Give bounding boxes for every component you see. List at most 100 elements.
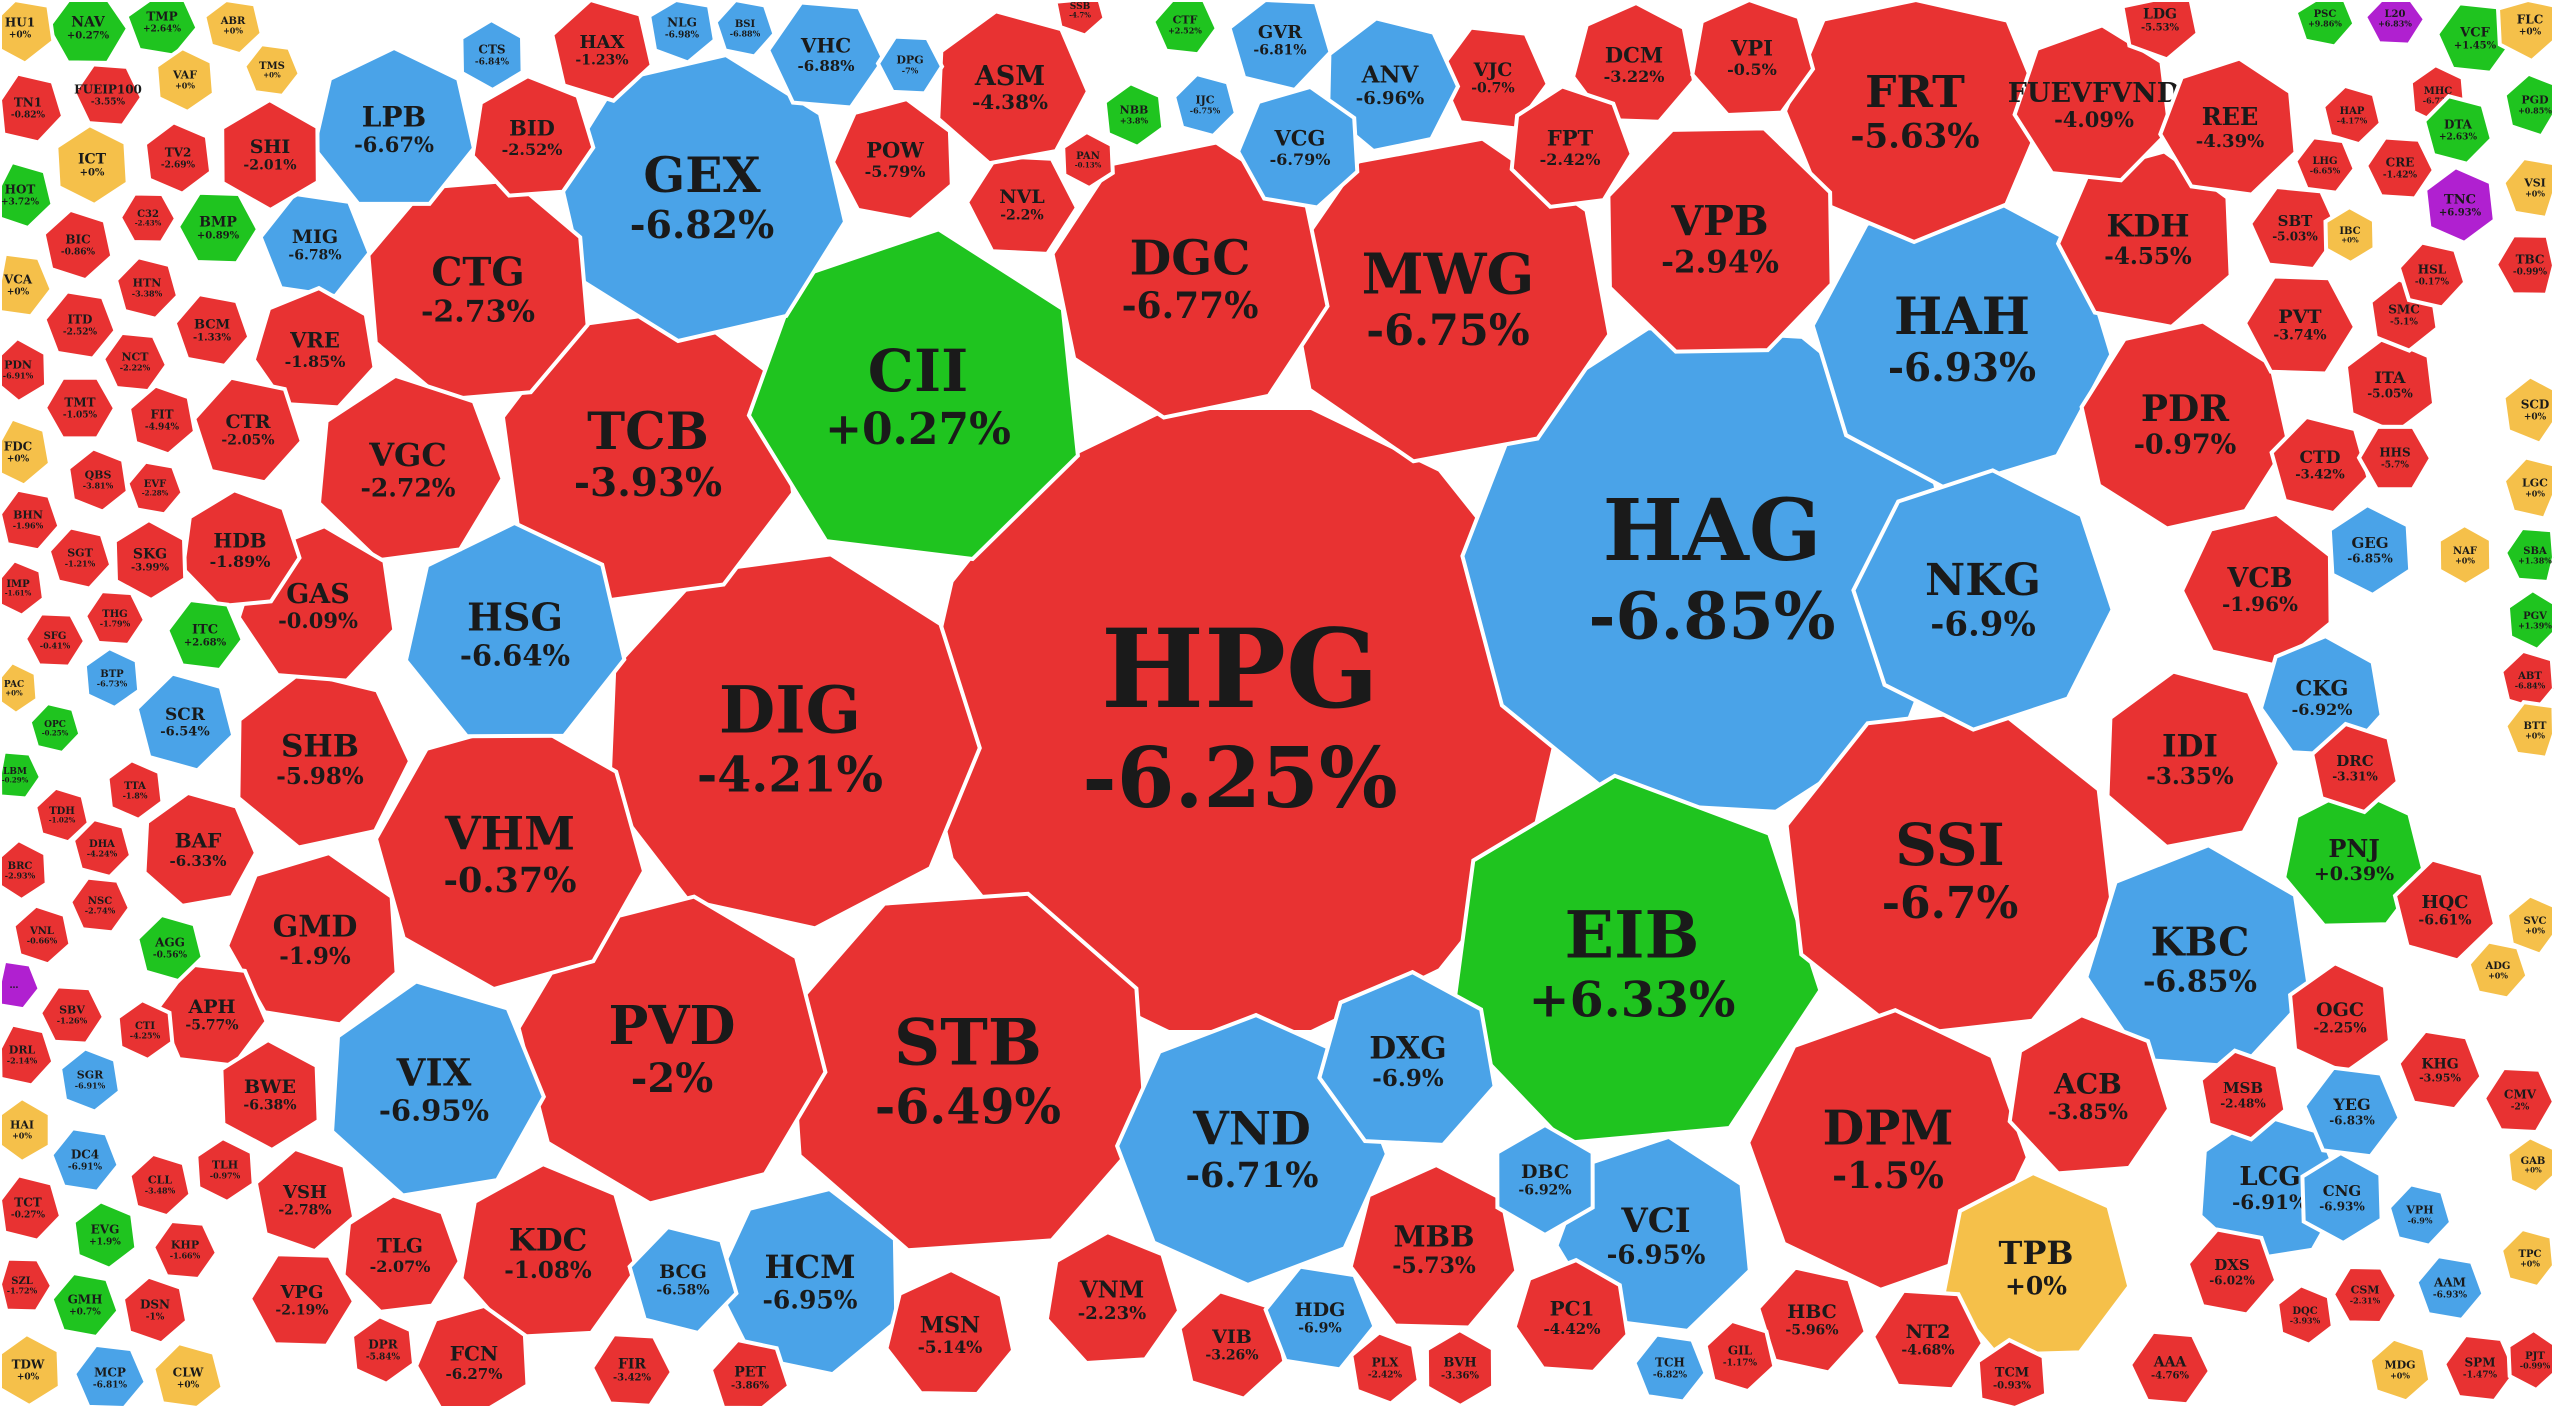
cell-svc[interactable]: SVC+0% xyxy=(2504,893,2554,958)
cell-acb[interactable]: ACB-3.85% xyxy=(2007,1012,2172,1176)
cell-baf[interactable]: BAF-6.33% xyxy=(142,790,259,908)
cell-tv2[interactable]: TV2-2.69% xyxy=(142,120,214,196)
cell-lgc[interactable]: LGC+0% xyxy=(2501,455,2554,521)
cell-tch[interactable]: TCH-6.82% xyxy=(1632,1332,1708,1404)
cell-adg[interactable]: ADG+0% xyxy=(2466,939,2530,1001)
cell-scr[interactable]: SCR-6.54% xyxy=(134,671,236,773)
cell-dsn[interactable]: DSN-1% xyxy=(120,1274,190,1346)
cell-gmh[interactable]: GMH+0.7% xyxy=(49,1270,121,1340)
cell-tpc[interactable]: TPC+0% xyxy=(2498,1226,2554,1290)
cell-vib[interactable]: VIB-3.26% xyxy=(1177,1289,1287,1401)
cell-more[interactable]: … xyxy=(0,958,42,1012)
cell-lpb[interactable]: LPB-6.67% xyxy=(311,45,477,206)
cell-flc[interactable]: FLC+0% xyxy=(2495,0,2554,64)
cell-bsi[interactable]: BSI-6.88% xyxy=(713,0,777,59)
cell-ldg[interactable]: LDG-5.53% xyxy=(2120,0,2200,62)
cell-hdb[interactable]: HDB-1.89% xyxy=(180,488,302,609)
cell-brc[interactable]: BRC-2.93% xyxy=(0,837,49,903)
cell-l20[interactable]: L20+6.83% xyxy=(2362,0,2428,47)
cell-gab[interactable]: GAB+0% xyxy=(2505,1134,2554,1196)
cell-tcm[interactable]: TCM-0.93% xyxy=(1975,1337,2049,1408)
cell-cts[interactable]: CTS-6.84% xyxy=(459,17,525,93)
cell-hdg[interactable]: HDG-6.9% xyxy=(1263,1264,1377,1372)
cell-idi[interactable]: IDI-3.35% xyxy=(2105,669,2283,850)
cell-kbc[interactable]: KBC-6.85% xyxy=(2084,843,2313,1070)
cell-abt[interactable]: ABT-6.84% xyxy=(2499,648,2554,712)
cell-vnl[interactable]: VNL-0.66% xyxy=(11,903,73,967)
cell-nvl[interactable]: NVL-2.2% xyxy=(964,154,1080,256)
cell-ita[interactable]: ITA-5.05% xyxy=(2343,335,2437,435)
cell-vnd[interactable]: VND-6.71% xyxy=(1114,1012,1390,1288)
cell-hcm[interactable]: HCM-6.95% xyxy=(712,1186,899,1377)
cell-vaf[interactable]: VAF+0% xyxy=(154,45,216,115)
cell-tbc[interactable]: TBC-0.99% xyxy=(2493,233,2554,297)
cell-bhn[interactable]: BHN-1.96% xyxy=(0,487,62,553)
cell-hap[interactable]: HAP-4.17% xyxy=(2320,83,2384,147)
cell-thg[interactable]: THG-1.79% xyxy=(82,589,148,647)
cell-sgt[interactable]: SGT-1.21% xyxy=(46,525,114,591)
cell-ict[interactable]: ICT+0% xyxy=(54,122,130,208)
cell-dxg[interactable]: DXG-6.9% xyxy=(1317,969,1497,1147)
cell-nsc[interactable]: NSC-2.74% xyxy=(67,875,133,935)
cell-bmp[interactable]: BMP+0.89% xyxy=(175,190,261,266)
cell-cll[interactable]: CLL-3.48% xyxy=(127,1151,193,1219)
cell-fpt[interactable]: FPT-2.42% xyxy=(1509,84,1634,209)
cell-bid[interactable]: BID-2.52% xyxy=(470,73,596,198)
cell-tnc[interactable]: TNC+6.93% xyxy=(2423,164,2497,246)
cell-hax[interactable]: HAX-1.23% xyxy=(550,0,654,103)
cell-dxs[interactable]: DXS-6.02% xyxy=(2185,1227,2279,1317)
cell-fuevfvnd[interactable]: FUEVFVND-4.09% xyxy=(2008,23,2180,183)
cell-vgc[interactable]: VGC-2.72% xyxy=(316,373,505,563)
cell-hhs[interactable]: HHS-5.7% xyxy=(2356,424,2434,492)
cell-drc[interactable]: DRC-3.31% xyxy=(2310,721,2400,815)
cell-msb[interactable]: MSB-2.48% xyxy=(2198,1048,2288,1142)
cell-pvd[interactable]: PVD-2% xyxy=(516,894,828,1206)
cell-dig[interactable]: DIG-4.21% xyxy=(606,552,982,931)
cell-ssb[interactable]: SSB-4.7% xyxy=(1053,0,1107,38)
cell-mcp[interactable]: MCP-6.81% xyxy=(71,1342,149,1408)
cell-hot[interactable]: HOT+3.72% xyxy=(0,159,55,231)
cell-vre[interactable]: VRE-1.85% xyxy=(251,285,377,410)
cell-ctf[interactable]: CTF+2.52% xyxy=(1150,0,1220,57)
cell-nlg[interactable]: NLG-6.98% xyxy=(646,0,717,65)
cell-shi[interactable]: SHI-2.01% xyxy=(220,97,320,213)
cell-mdg[interactable]: MDG+0% xyxy=(2367,1336,2433,1404)
cell-szl[interactable]: SZL-1.72% xyxy=(0,1256,55,1314)
cell-hu1[interactable]: HU1+0% xyxy=(0,0,56,66)
cell-gmd[interactable]: GMD-1.9% xyxy=(224,850,399,1027)
cell-nav[interactable]: NAV+0.27% xyxy=(45,0,131,65)
cell-fit[interactable]: FIT-4.94% xyxy=(126,383,198,457)
cell-vcf[interactable]: VCF+1.45% xyxy=(2434,1,2516,75)
cell-lhg[interactable]: LHG-6.65% xyxy=(2293,135,2357,195)
cell-vpi[interactable]: VPI-0.5% xyxy=(1690,0,1816,118)
cell-tcb[interactable]: TCB-3.93% xyxy=(500,307,796,603)
cell-aph[interactable]: APH-5.77% xyxy=(155,962,269,1068)
cell-itd[interactable]: ITD-2.52% xyxy=(42,289,118,361)
cell-aam[interactable]: AAM-6.93% xyxy=(2414,1253,2486,1323)
cell-mbb[interactable]: MBB-5.73% xyxy=(1348,1162,1519,1330)
cell-sgr[interactable]: SGR-6.91% xyxy=(57,1046,123,1114)
cell-cti[interactable]: CTI-4.25% xyxy=(115,997,175,1063)
cell-pow[interactable]: POW-5.79% xyxy=(830,96,954,223)
cell-nct[interactable]: NCT-2.22% xyxy=(100,330,170,394)
cell-tn1[interactable]: TN1-0.82% xyxy=(0,71,66,145)
cell-evf[interactable]: EVF-2.28% xyxy=(125,459,185,517)
cell-hai[interactable]: HAI+0% xyxy=(0,1095,52,1165)
cell-vsh[interactable]: VSH-2.78% xyxy=(253,1146,357,1254)
cell-btt[interactable]: BTT+0% xyxy=(2503,700,2554,761)
cell-hsl[interactable]: HSL-0.17% xyxy=(2396,240,2468,310)
cell-bcg[interactable]: BCG-6.58% xyxy=(627,1224,739,1336)
cell-fdc[interactable]: FDC+0% xyxy=(0,416,53,488)
cell-scd[interactable]: SCD+0% xyxy=(2501,373,2554,447)
cell-mig[interactable]: MIG-6.78% xyxy=(258,191,372,299)
cell-ree[interactable]: REE-4.39% xyxy=(2158,56,2298,197)
cell-fueip100[interactable]: FUEIP100-3.55% xyxy=(71,62,145,128)
cell-nkg[interactable]: NKG-6.9% xyxy=(1851,468,2115,732)
cell-gvr[interactable]: GVR-6.81% xyxy=(1227,0,1333,93)
cell-hsg[interactable]: HSG-6.64% xyxy=(403,520,627,739)
cell-cng[interactable]: CNG-6.93% xyxy=(2300,1150,2384,1246)
cell-vca[interactable]: VCA+0% xyxy=(0,251,54,319)
cell-ctg[interactable]: CTG-2.73% xyxy=(366,178,590,402)
cell-pgd[interactable]: PGD+0.85% xyxy=(2502,71,2554,139)
cell-nt2[interactable]: NT2-4.68% xyxy=(1870,1288,1986,1392)
